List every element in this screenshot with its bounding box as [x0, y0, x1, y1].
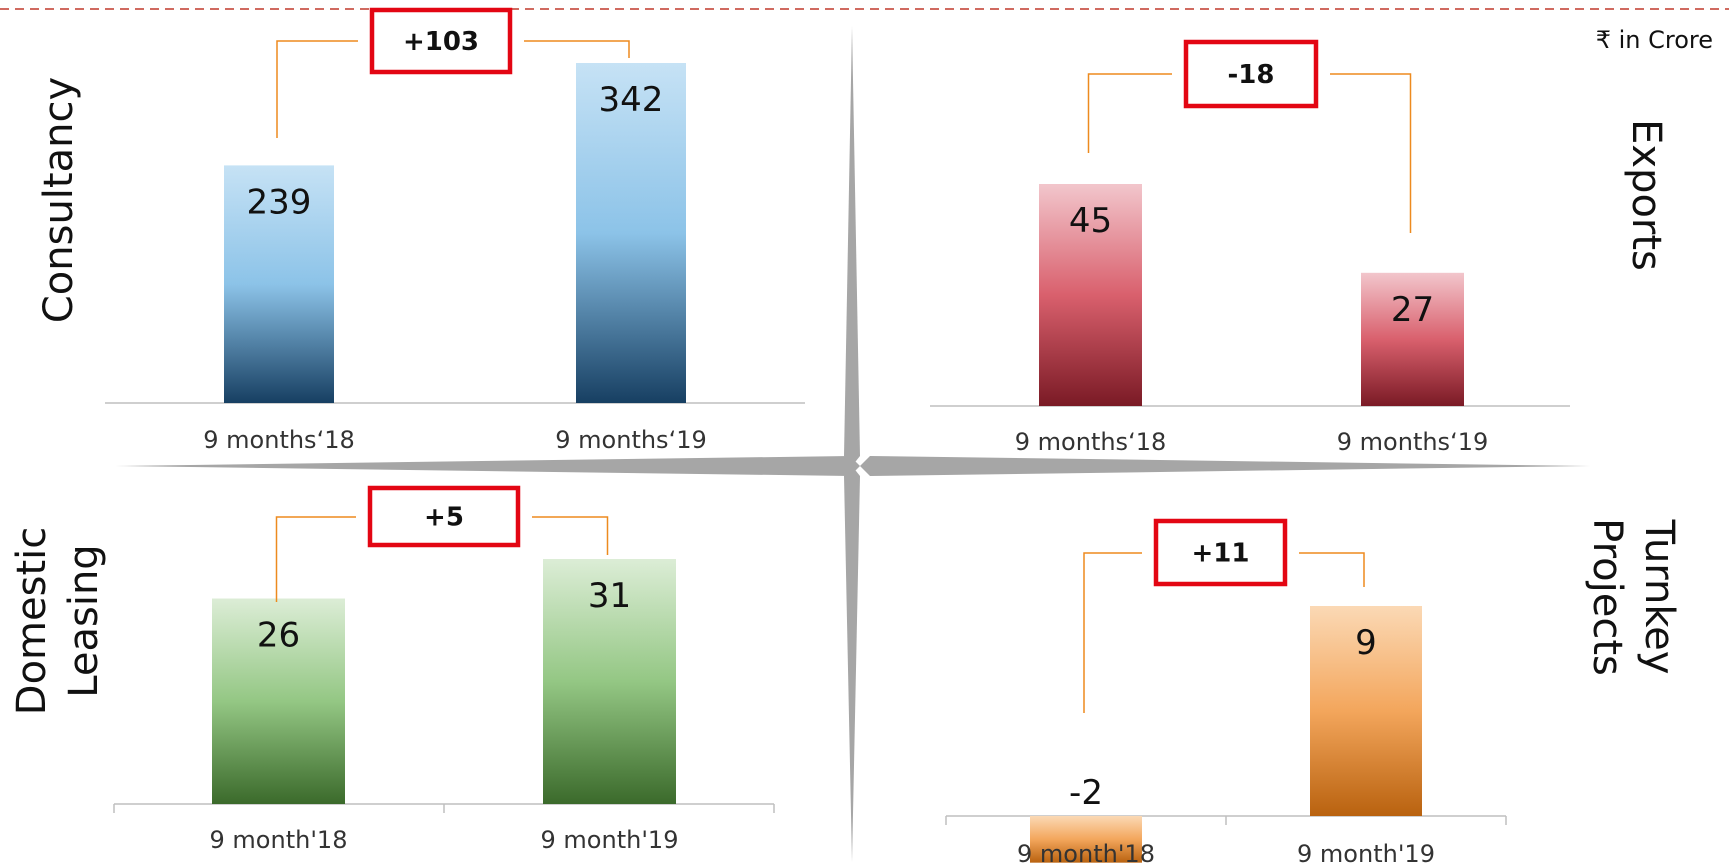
category-label: 9 months‘19 [555, 426, 706, 454]
bar-value-label: 27 [1391, 290, 1434, 330]
change-box [1183, 39, 1319, 109]
change-bracket-left [1087, 73, 1172, 153]
change-bracket-right [1330, 73, 1412, 233]
bar [576, 63, 686, 403]
section-title-domestic-leasing: Domestic Leasing [9, 527, 107, 715]
section-title-exports: Exports [1623, 119, 1669, 271]
change-bracket-left [276, 40, 358, 138]
bar [212, 598, 345, 804]
category-label: 9 months‘18 [1015, 428, 1166, 456]
change-box [367, 485, 521, 548]
bar [224, 165, 334, 403]
bar [1030, 816, 1142, 863]
vertical-divider [844, 466, 860, 862]
category-label: 9 month'19 [541, 826, 679, 854]
chart-panel-1: 45 9 months‘18 27 9 months‘19 -18 [930, 39, 1570, 456]
section-title-turnkey-projects: Turnkey Projects [1584, 518, 1682, 676]
svg-text:Turnkey: Turnkey [1636, 519, 1682, 675]
chart-panel-0: 239 9 months‘18 342 9 months‘19 +103 [105, 7, 805, 454]
change-box [1153, 518, 1288, 587]
change-bracket-right [1299, 552, 1365, 587]
change-bracket-right [524, 40, 630, 58]
change-value-label: +103 [403, 27, 479, 57]
bar [543, 559, 676, 804]
svg-text:Domestic: Domestic [9, 527, 55, 715]
bar-value-label: 31 [588, 576, 631, 616]
bar-value-label: 342 [599, 80, 664, 120]
unit-note: ₹ in Crore [1596, 26, 1713, 54]
horizontal-divider [860, 456, 1590, 476]
bar-value-label: 45 [1069, 201, 1112, 241]
change-bracket-left [1083, 552, 1142, 713]
category-label: 9 month'18 [1017, 840, 1155, 865]
chart-panel-2: 26 9 month'18 31 9 month'19 +5 [113, 485, 775, 854]
category-label: 9 months‘19 [1337, 428, 1488, 456]
bar-value-label: 239 [247, 182, 312, 222]
vertical-divider [844, 26, 860, 466]
change-bracket-right [532, 516, 609, 555]
bar-value-label: 9 [1355, 623, 1377, 663]
change-value-label: +5 [424, 503, 464, 533]
bar [1310, 606, 1422, 816]
change-value-label: +11 [1192, 539, 1250, 569]
bar [1039, 184, 1142, 406]
chart-panel-3: -2 9 month'18 9 9 month'19 +11 [945, 518, 1507, 865]
bar [1361, 272, 1464, 406]
change-box [369, 7, 513, 75]
category-label: 9 months‘18 [203, 426, 354, 454]
bar-value-label: 26 [257, 616, 300, 656]
horizontal-divider [115, 456, 860, 476]
svg-text:Leasing: Leasing [61, 544, 107, 697]
category-label: 9 month'18 [210, 826, 348, 854]
svg-text:Projects: Projects [1584, 518, 1630, 676]
section-title-consultancy: Consultancy [36, 77, 82, 323]
change-bracket-left [275, 516, 356, 602]
category-label: 9 month'19 [1297, 840, 1435, 865]
change-value-label: -18 [1228, 60, 1275, 90]
bar-value-label: -2 [1069, 773, 1103, 813]
